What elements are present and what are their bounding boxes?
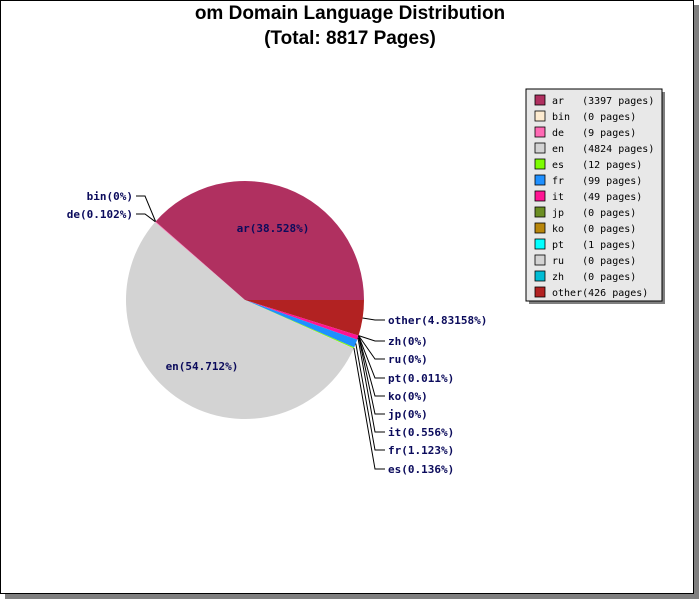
pie-slice-en [125, 222, 354, 420]
legend-label-es: es (12 pages) [552, 160, 642, 171]
legend-label-fr: fr (99 pages) [552, 176, 642, 187]
legend-swatch-pt [534, 238, 546, 250]
leader-line-zh [358, 335, 385, 342]
legend-swatch-it [534, 190, 546, 202]
pie-slice-other [245, 300, 364, 336]
leader-line-other [362, 317, 385, 321]
legend-swatch-en [534, 142, 546, 154]
legend-swatch-ko [534, 222, 546, 234]
pie-slice-de [155, 221, 245, 300]
legend-label-zh: zh (0 pages) [552, 272, 636, 283]
leader-line-jp [358, 335, 385, 415]
leader-line-fr [355, 343, 385, 451]
legend-swatch-fr [534, 174, 546, 186]
leader-line-ko [358, 335, 385, 397]
slice-label-es: es(0.136%) [388, 463, 454, 476]
leader-line-it [357, 337, 385, 433]
pie-slice-es [245, 300, 355, 349]
pie-slice-ar [155, 181, 364, 300]
legend-swatch-es [534, 158, 546, 170]
pie-slice-fr [245, 300, 358, 348]
slice-label-zh: zh(0%) [388, 335, 428, 348]
legend-label-de: de (9 pages) [552, 128, 636, 139]
leader-line-pt [358, 335, 385, 379]
slice-label-fr: fr(1.123%) [388, 444, 454, 457]
legend-swatch-other [534, 286, 546, 298]
legend-swatch-ar [534, 94, 546, 106]
legend-swatch-de [534, 126, 546, 138]
slice-label-jp: jp(0%) [388, 408, 428, 421]
legend-swatch-jp [534, 206, 546, 218]
leader-line-es [353, 347, 385, 470]
legend-label-ko: ko (0 pages) [552, 224, 636, 235]
legend-label-en: en (4824 pages) [552, 144, 654, 155]
slice-label-ko: ko(0%) [388, 390, 428, 403]
slice-label-other: other(4.83158%) [388, 314, 487, 327]
slice-label-pt: pt(0.011%) [388, 372, 454, 385]
legend-label-ar: ar (3397 pages) [552, 96, 654, 107]
chart-title: om Domain Language Distribution [194, 3, 506, 24]
leader-line-de [136, 213, 156, 223]
slice-label-it: it(0.556%) [388, 426, 454, 439]
leader-line-ru [358, 335, 385, 360]
leader-line-bin [136, 195, 157, 222]
legend-label-bin: bin (0 pages) [552, 112, 636, 123]
legend-box [525, 88, 663, 302]
slice-label-ru: ru(0%) [388, 353, 428, 366]
legend-label-ru: ru (0 pages) [552, 256, 636, 267]
legend-label-pt: pt (1 pages) [552, 240, 636, 251]
slice-label-de: de(0.102%) [67, 208, 133, 221]
legend-label-it: it (49 pages) [552, 192, 642, 203]
slice-label-ar: ar(38.528%) [237, 222, 310, 235]
legend-label-jp: jp (0 pages) [552, 208, 636, 219]
legend-swatch-ru [534, 254, 546, 266]
chart-subtitle: (Total: 8817 Pages) [264, 28, 436, 49]
slice-label-en: en(54.712%) [166, 360, 239, 373]
legend-swatch-zh [534, 270, 546, 282]
pie-slice-it [245, 300, 359, 340]
legend-label-other: other(426 pages) [552, 288, 648, 299]
slice-label-bin: bin(0%) [87, 190, 133, 203]
legend-swatch-bin [534, 110, 546, 122]
pie-slice-pt [245, 300, 359, 336]
